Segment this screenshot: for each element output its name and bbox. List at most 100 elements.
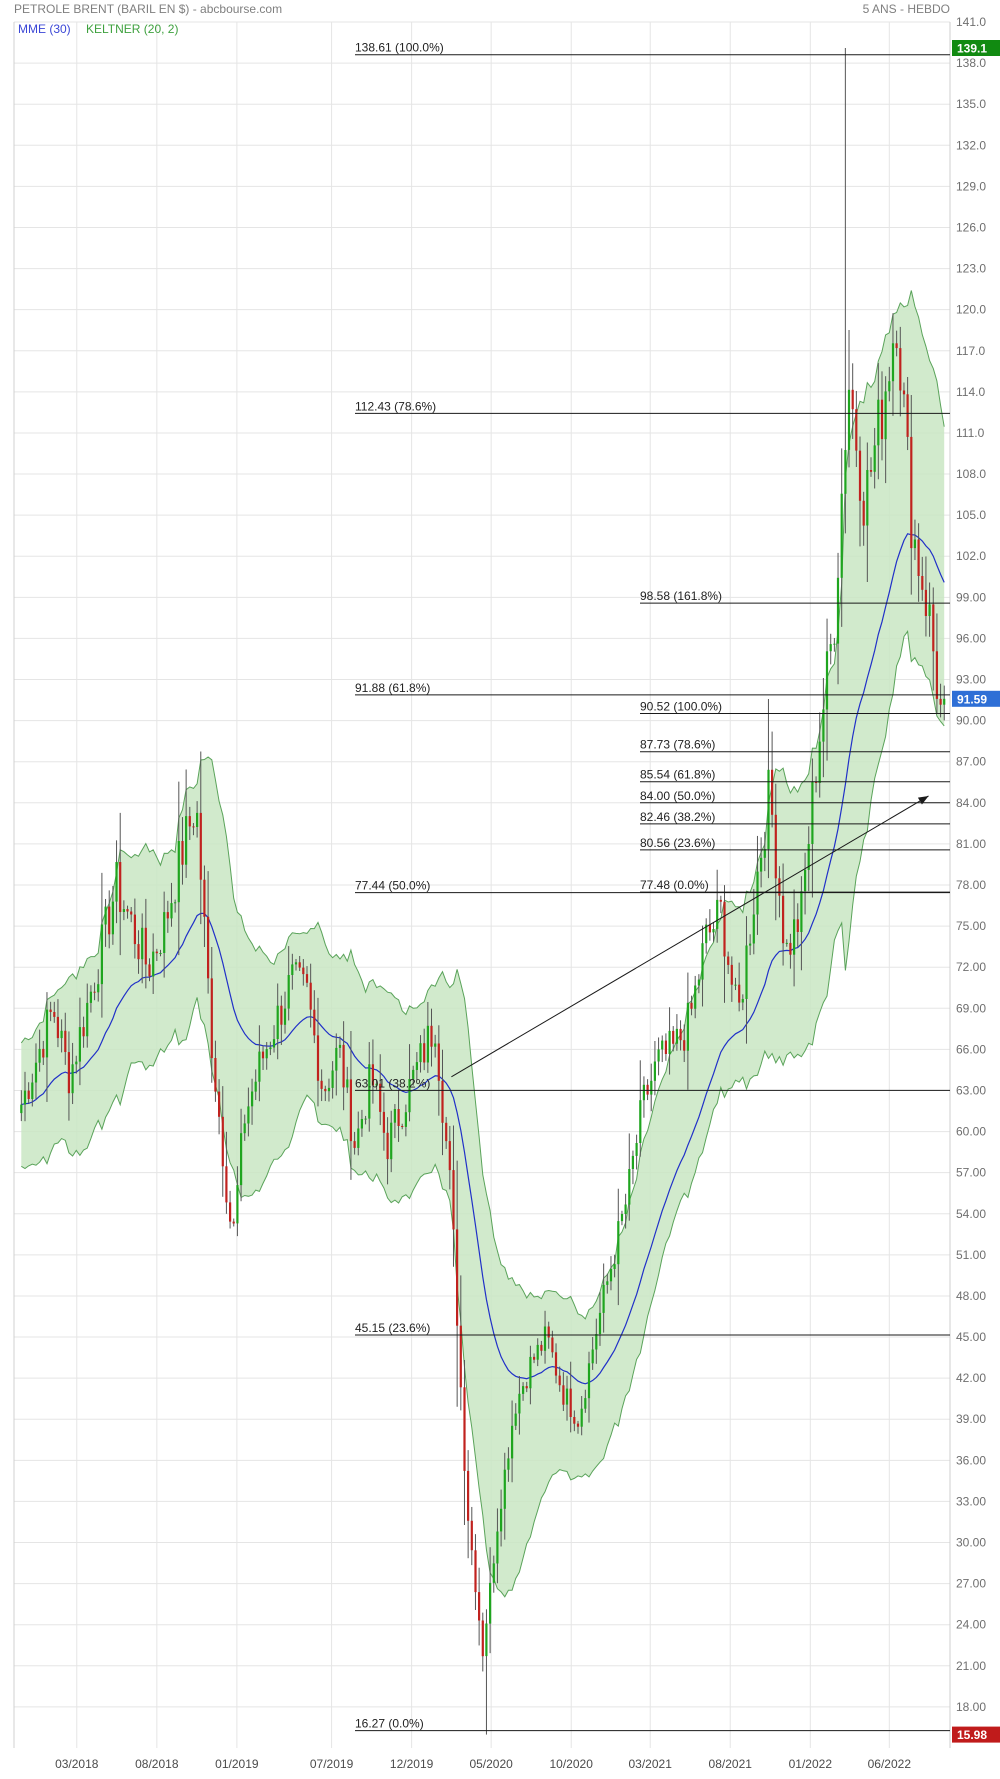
candle	[650, 1063, 653, 1112]
candle	[225, 1131, 228, 1214]
fibonacci-layer: 138.61 (100.0%) 112.43 (78.6%) 91.88 (61.8…	[355, 41, 950, 1732]
trend-arrow-line[interactable]	[451, 795, 929, 1078]
candle-body	[251, 1091, 254, 1107]
trend-arrow-head	[917, 795, 929, 805]
candle	[181, 817, 184, 885]
candle-body	[628, 1169, 631, 1205]
last-price-badge: 91.59	[952, 690, 1000, 707]
y-tick-label: 93.00	[956, 673, 986, 687]
candle	[705, 918, 708, 954]
candle-body	[888, 381, 891, 392]
candle-body	[203, 879, 206, 917]
candle-body	[111, 901, 114, 935]
candle	[192, 823, 195, 836]
candle	[580, 1395, 583, 1436]
candle-body	[635, 1143, 638, 1156]
candle	[712, 922, 715, 942]
keltner-upper-line	[20, 290, 945, 1320]
candle	[283, 991, 287, 1034]
candle-body	[877, 399, 880, 446]
candle-body	[811, 782, 814, 844]
candle-body	[240, 1133, 243, 1186]
candle	[895, 330, 898, 357]
candle	[840, 448, 843, 627]
candle	[27, 1082, 30, 1104]
candle	[807, 826, 810, 892]
y-tick-label: 108.0	[956, 467, 986, 481]
candle-body	[613, 1264, 616, 1269]
candle	[357, 1111, 360, 1156]
candle-body	[364, 1118, 367, 1120]
candle-body	[174, 902, 177, 904]
candle	[862, 491, 865, 546]
candle	[203, 865, 206, 948]
candle	[554, 1343, 558, 1384]
candle	[478, 1567, 481, 1646]
candle-body	[587, 1363, 591, 1399]
candle	[573, 1410, 576, 1432]
legend-keltner[interactable]: KELTNER (20, 2)	[86, 22, 178, 36]
candle	[386, 1117, 389, 1185]
candle-body	[514, 1413, 517, 1426]
candle-body	[591, 1349, 594, 1364]
candle-body	[192, 826, 195, 828]
fib-level-label: 45.15 (23.6%)	[355, 1321, 430, 1335]
keltner-lower-line	[21, 630, 945, 1598]
y-tick-label: 141.0	[956, 15, 986, 29]
candle-body	[467, 1470, 470, 1521]
candle	[210, 946, 213, 1083]
candle-body	[917, 539, 920, 576]
candle	[38, 1029, 41, 1072]
y-tick-label: 105.0	[956, 508, 986, 522]
candle-body	[913, 539, 916, 549]
candle	[185, 769, 188, 878]
candle	[697, 974, 700, 994]
candle-body	[518, 1393, 521, 1414]
candle	[639, 1060, 642, 1157]
candle-body	[657, 1049, 660, 1062]
candle	[251, 1078, 254, 1125]
candle	[412, 1065, 415, 1086]
candle	[199, 751, 202, 925]
candle-body	[910, 436, 913, 549]
candle-body	[67, 1052, 70, 1094]
candle-body	[214, 1058, 217, 1092]
candle-body	[668, 1030, 671, 1054]
candle	[624, 1193, 627, 1229]
candle	[815, 776, 818, 793]
candle	[855, 390, 858, 467]
legend-mme[interactable]: MME (30)	[18, 22, 71, 36]
candle-body	[45, 1009, 49, 1058]
x-tick-label: 08/2018	[135, 1757, 179, 1771]
candle-body	[639, 1100, 642, 1143]
candle-body	[745, 945, 748, 999]
candle	[415, 1052, 418, 1081]
candle-body	[163, 912, 166, 953]
candle	[45, 992, 49, 1102]
candle-body	[844, 450, 847, 494]
candle	[833, 637, 836, 652]
candle	[540, 1340, 543, 1356]
candle	[598, 1292, 602, 1346]
candle-body	[20, 1104, 23, 1114]
candle-body	[452, 1170, 455, 1230]
candle	[459, 1275, 462, 1411]
candle-body	[705, 924, 708, 944]
y-tick-label: 21.00	[956, 1659, 986, 1673]
candle	[349, 1030, 352, 1180]
candle	[719, 895, 722, 914]
y-tick-label: 30.00	[956, 1536, 986, 1550]
candle	[97, 969, 100, 1002]
candle	[620, 1210, 624, 1226]
candle-body	[141, 927, 144, 960]
candle	[437, 1025, 440, 1116]
candle	[745, 916, 748, 1044]
candle	[679, 1020, 682, 1051]
candle	[404, 1104, 407, 1137]
candle	[331, 1061, 334, 1099]
candle	[232, 1218, 235, 1227]
candle-body	[133, 914, 136, 945]
candle	[749, 934, 752, 956]
